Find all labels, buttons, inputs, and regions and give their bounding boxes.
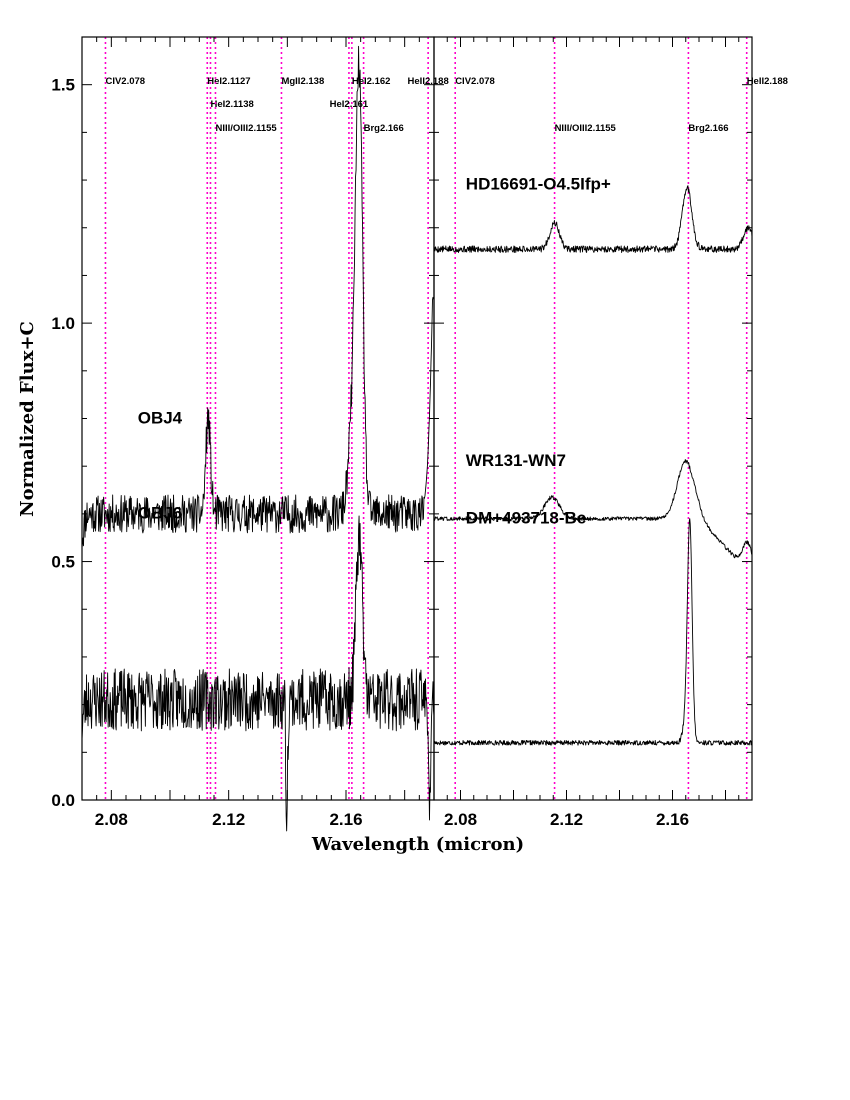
line-label: HeI2.161 [330,99,369,110]
x-axis-label: Wavelength (micron) [311,834,524,855]
series-label: WR131-WN7 [466,451,566,470]
series-label: DM+493718-Be [466,508,587,527]
line-label: MgII2.138 [281,76,324,87]
line-label: HeI2.1127 [207,76,250,87]
x-tick-label: 2.12 [212,810,245,829]
panel-right: CIV2.078 NIII/OIII2.1155 Brg2.166 HeII2.188… [433,36,788,829]
y-tick-label: 0.5 [51,553,75,572]
y-tick-label: 1.0 [51,314,75,333]
line-label: HeII2.188 [408,76,449,87]
x-tick-label: 2.12 [550,810,583,829]
spectrum-0-0 [81,45,435,548]
line-label: HeI2.1138 [210,99,253,110]
line-label: HeII2.188 [747,76,788,87]
x-tick-label: 2.16 [656,810,689,829]
line-label: NIII/OIII2.1155 [215,123,277,134]
line-label: CIV2.078 [455,76,495,87]
line-label: HeI2.162 [352,76,391,87]
line-label: Brg2.166 [688,123,728,134]
line-label: CIV2.078 [105,76,145,87]
spectrum-1-1 [433,459,753,559]
spectrum-1-2 [433,518,753,746]
series-label: HD16691-O4.5Ifp+ [466,175,611,194]
y-tick-label: 1.5 [51,76,75,95]
spectrum-1-0 [433,185,753,253]
y-axis-label: Normalized Flux+C [17,321,38,517]
x-tick-label: 2.08 [444,810,477,829]
spectrum-0-1 [81,515,435,832]
line-label: NIII/OIII2.1155 [555,123,617,134]
x-tick-label: 2.08 [95,810,128,829]
line-label: Brg2.166 [364,123,404,134]
series-label: OBJ6 [138,504,182,523]
series-label: OBJ4 [138,408,183,427]
y-tick-label: 0.0 [51,791,75,810]
plot-frame-right [433,36,753,801]
panels: CIV2.078 HeI2.1127 HeI2.1138 NIII/OIII2.115… [51,36,788,832]
panel-left: CIV2.078 HeI2.1127 HeI2.1138 NIII/OIII2.115… [51,36,449,832]
x-tick-label: 2.16 [329,810,362,829]
